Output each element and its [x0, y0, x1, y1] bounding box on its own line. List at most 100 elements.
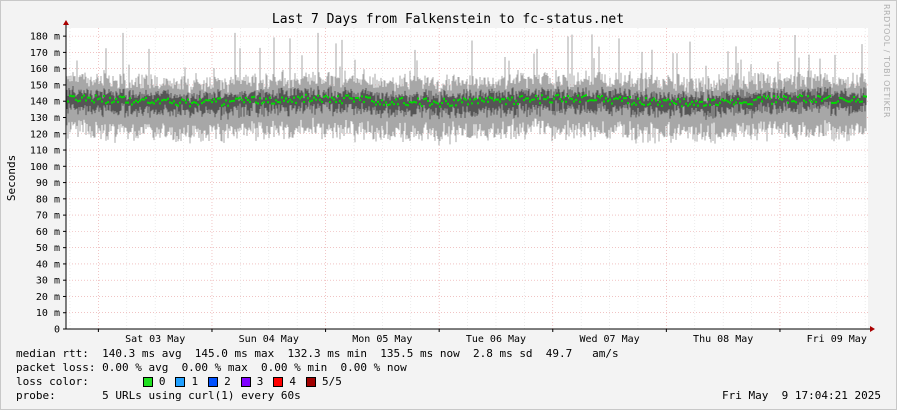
- y-tick-label: 80 m: [36, 194, 60, 205]
- median-dot: [523, 99, 525, 102]
- median-dot: [787, 101, 789, 104]
- median-dot: [149, 102, 151, 105]
- median-dot: [527, 97, 529, 100]
- median-dot: [579, 100, 581, 103]
- median-dot: [349, 97, 351, 100]
- median-dot: [351, 97, 353, 100]
- median-dot: [563, 96, 565, 99]
- median-dot: [711, 99, 713, 102]
- median-dot: [249, 100, 251, 103]
- y-axis-arrow: [63, 20, 69, 25]
- latency-chart: Last 7 Days from Falkenstein to fc-statu…: [5, 12, 875, 345]
- median-dot: [829, 94, 831, 97]
- median-dot: [321, 100, 323, 103]
- median-dot: [73, 95, 75, 98]
- median-dot: [243, 101, 245, 104]
- median-dot: [323, 95, 325, 98]
- median-dot: [203, 100, 205, 103]
- legend-label: 1: [191, 375, 199, 388]
- median-dot: [571, 98, 573, 101]
- median-dot: [837, 100, 839, 103]
- median-dot: [463, 97, 465, 100]
- median-dot: [807, 95, 809, 98]
- median-dot: [277, 101, 279, 104]
- axes: [63, 20, 875, 332]
- median-dot: [483, 100, 485, 103]
- median-dot: [291, 100, 293, 103]
- x-tick-label: Tue 06 May: [466, 334, 526, 345]
- median-dot: [439, 105, 441, 108]
- median-dot: [677, 98, 679, 101]
- median-dot: [859, 100, 861, 103]
- median-dot: [251, 96, 253, 99]
- median-dot: [707, 98, 709, 101]
- median-dot: [397, 103, 399, 106]
- median-dot: [813, 98, 815, 101]
- median-dot: [75, 98, 77, 101]
- median-dot: [745, 101, 747, 104]
- x-tick-label: Sun 04 May: [239, 334, 299, 345]
- median-dot: [299, 97, 301, 100]
- y-tick-label: 130 m: [30, 113, 60, 124]
- median-dot: [383, 103, 385, 106]
- median-dot: [561, 100, 563, 103]
- median-dot: [119, 95, 121, 98]
- median-dot: [435, 101, 437, 104]
- median-dot: [127, 101, 129, 104]
- median-dot: [89, 96, 91, 99]
- median-rtt-stats: median rtt: 140.3 ms avg 145.0 ms max 13…: [16, 347, 619, 360]
- median-dot: [839, 96, 841, 99]
- median-dot: [105, 102, 107, 105]
- median-dot: [357, 97, 359, 100]
- median-dot: [103, 95, 105, 98]
- median-dot: [723, 99, 725, 102]
- median-dot: [353, 100, 355, 103]
- median-dot: [475, 97, 477, 100]
- median-dot: [785, 96, 787, 99]
- median-dot: [481, 99, 483, 102]
- median-dot: [79, 99, 81, 102]
- median-dot: [279, 101, 281, 104]
- median-dot: [189, 105, 191, 108]
- median-dot: [217, 97, 219, 100]
- median-dot: [629, 95, 631, 98]
- median-dot: [95, 94, 97, 97]
- median-dot: [343, 97, 345, 100]
- median-dot: [849, 100, 851, 103]
- y-tick-label: 140 m: [30, 97, 60, 108]
- median-dot: [275, 99, 277, 102]
- y-tick-label: 40 m: [36, 259, 60, 270]
- median-dot: [93, 101, 95, 104]
- median-dot: [489, 96, 491, 99]
- median-dot: [501, 98, 503, 101]
- median-dot: [197, 103, 199, 106]
- legend-swatch: [273, 376, 284, 387]
- median-dot: [387, 104, 389, 107]
- legend-item: 1: [171, 375, 198, 388]
- median-dot: [377, 100, 379, 103]
- median-dot: [751, 103, 753, 106]
- median-dot: [651, 99, 653, 102]
- median-dot: [519, 95, 521, 98]
- median-dot: [333, 98, 335, 101]
- median-dot: [245, 96, 247, 99]
- median-dot: [303, 101, 305, 104]
- median-dot: [619, 95, 621, 98]
- median-dot: [375, 103, 377, 106]
- median-dot: [865, 95, 867, 98]
- median-dot: [775, 101, 777, 104]
- median-dot: [459, 98, 461, 101]
- median-dot: [417, 97, 419, 100]
- median-dot: [267, 101, 269, 104]
- median-dot: [227, 104, 229, 107]
- legend-label: 3: [256, 375, 264, 388]
- median-dot: [567, 95, 569, 98]
- median-dot: [587, 100, 589, 103]
- median-dot: [757, 96, 759, 99]
- median-dot: [721, 98, 723, 101]
- median-dot: [141, 98, 143, 101]
- y-tick-label: 120 m: [30, 129, 60, 140]
- median-dot: [791, 100, 793, 103]
- median-dot: [735, 101, 737, 104]
- median-dot: [193, 101, 195, 104]
